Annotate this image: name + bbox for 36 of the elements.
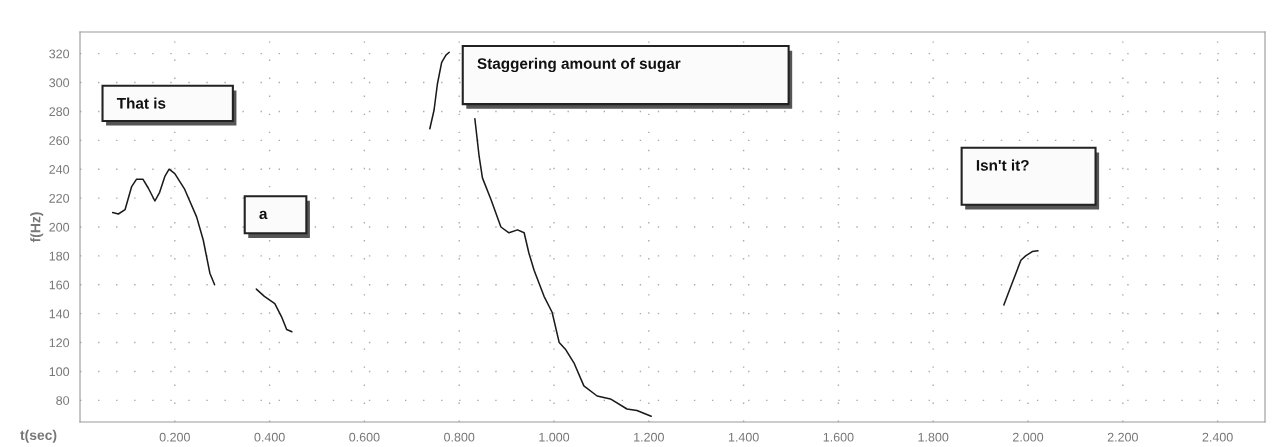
y-axis-title: f(Hz) xyxy=(30,212,44,243)
x-tick-label: 0.800 xyxy=(444,432,475,442)
y-tick-label: 280 xyxy=(49,107,70,117)
y-tick-label: 80 xyxy=(56,396,70,405)
x-tick-label: 2.400 xyxy=(1202,432,1233,442)
y-tick-label: 320 xyxy=(49,49,70,59)
annotation: a xyxy=(259,210,268,220)
x-tick-label: 0.600 xyxy=(349,432,380,442)
y-tick-label: 140 xyxy=(49,309,70,319)
annotation: Staggering amount of sugar xyxy=(477,57,681,73)
x-tick-label: 0.200 xyxy=(159,432,190,442)
y-tick-label: 120 xyxy=(49,338,70,348)
x-tick-label: 1.400 xyxy=(728,432,759,442)
x-tick-label: 2.000 xyxy=(1012,432,1044,442)
y-tick-label: 220 xyxy=(49,193,70,203)
y-tick-label: 180 xyxy=(49,251,70,261)
y-tick-label: 200 xyxy=(49,222,70,232)
line-series xyxy=(429,51,451,130)
x-axis-title: t(sec) xyxy=(20,429,57,443)
y-tick-label: 260 xyxy=(49,136,70,145)
x-tick-label: 2.200 xyxy=(1107,432,1138,442)
annotation: That is xyxy=(116,97,166,109)
x-tick-label: 1.800 xyxy=(918,432,949,442)
x-tick-label: 1.600 xyxy=(823,432,854,442)
y-tick-label: 240 xyxy=(49,165,70,174)
line-series xyxy=(1003,250,1039,306)
y-tick-label: 300 xyxy=(49,78,70,88)
annotation: Isn't it? xyxy=(976,159,1029,171)
y-tick-label: 160 xyxy=(49,280,70,290)
line-series xyxy=(111,168,216,286)
y-tick-label: 100 xyxy=(49,367,70,377)
line-series xyxy=(474,117,652,417)
x-tick-label: 1.200 xyxy=(634,432,664,442)
x-tick-label: 1.000 xyxy=(539,432,570,442)
x-tick-label: 0.400 xyxy=(254,432,285,442)
line-series xyxy=(255,288,293,333)
